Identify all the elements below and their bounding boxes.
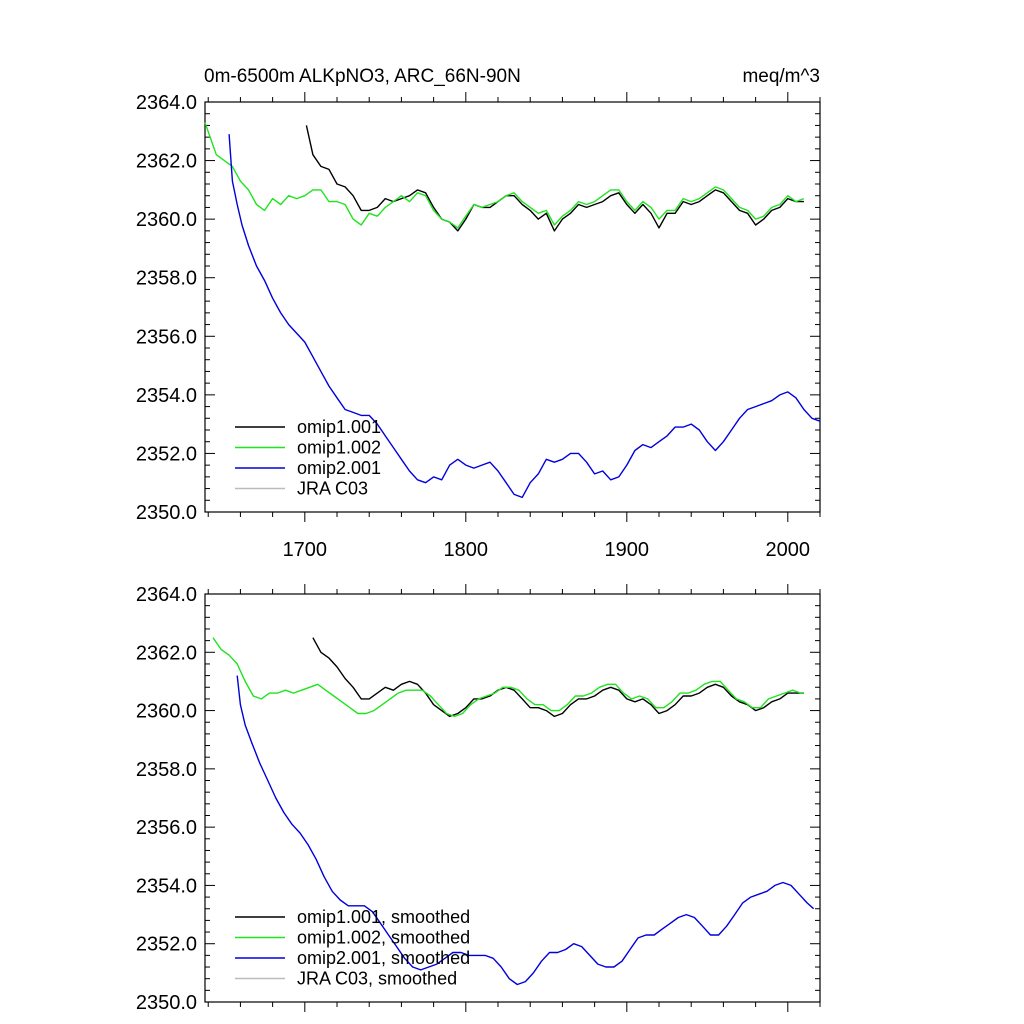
legend-label: JRA C03: [297, 479, 368, 499]
y-tick-label: 2354.0: [136, 385, 197, 407]
legend-label: omip1.001, smoothed: [297, 907, 470, 927]
y-tick-label: 2360.0: [136, 209, 197, 231]
y-tick-label: 2364.0: [136, 584, 197, 606]
series-line-omip2-001: [228, 134, 821, 499]
legend-label: omip1.002: [297, 438, 381, 458]
legend-label: omip1.002, smoothed: [297, 928, 470, 948]
y-tick-label: 2356.0: [136, 817, 197, 839]
legend-label: JRA C03, smoothed: [297, 969, 457, 989]
legend-label: omip1.001: [297, 417, 381, 437]
x-tick-label: 1800: [444, 539, 489, 561]
bottom-panel-smoothed: 2350.0 2352.0 2354.0 2356.0 2358.0 2360.0 2362…: [136, 584, 821, 1014]
x-tick-label: 2000: [766, 539, 811, 561]
chart-title: 0m-6500m ALKpNO3, ARC_66N-90N: [204, 66, 521, 87]
legend-label: omip2.001, smoothed: [297, 948, 470, 968]
plot-frame: [204, 593, 821, 1003]
x-tick-label: 1900: [605, 539, 650, 561]
series-line-omip1-002: [204, 122, 805, 229]
y-tick-label: 2364.0: [136, 92, 197, 114]
plot-frame: [204, 101, 821, 513]
y-tick-label: 2358.0: [136, 759, 197, 781]
top-panel-raw: 2350.0 2352.0 2354.0 2356.0 2358.0 2360.0 2362…: [136, 92, 821, 561]
y-tick-label: 2350.0: [136, 992, 197, 1014]
y-tick-label: 2352.0: [136, 443, 197, 465]
x-tick-label: 1700: [283, 539, 328, 561]
y-tick-label: 2362.0: [136, 151, 197, 173]
y-tick-label: 2352.0: [136, 934, 197, 956]
y-tick-label: 2354.0: [136, 875, 197, 897]
y-tick-label: 2362.0: [136, 642, 197, 664]
series-line-omip1-001: [305, 125, 804, 232]
y-tick-label: 2350.0: [136, 502, 197, 524]
legend-label: omip2.001: [297, 458, 381, 478]
y-tick-label: 2360.0: [136, 701, 197, 723]
y-tick-label: 2356.0: [136, 326, 197, 348]
series-line-omip2-001-smoothed: [236, 675, 815, 986]
units-label: meq/m^3: [742, 66, 820, 87]
series-line-omip1-002-smoothed: [212, 637, 804, 718]
series-line-omip1-001-smoothed: [312, 637, 804, 718]
y-tick-label: 2358.0: [136, 268, 197, 290]
